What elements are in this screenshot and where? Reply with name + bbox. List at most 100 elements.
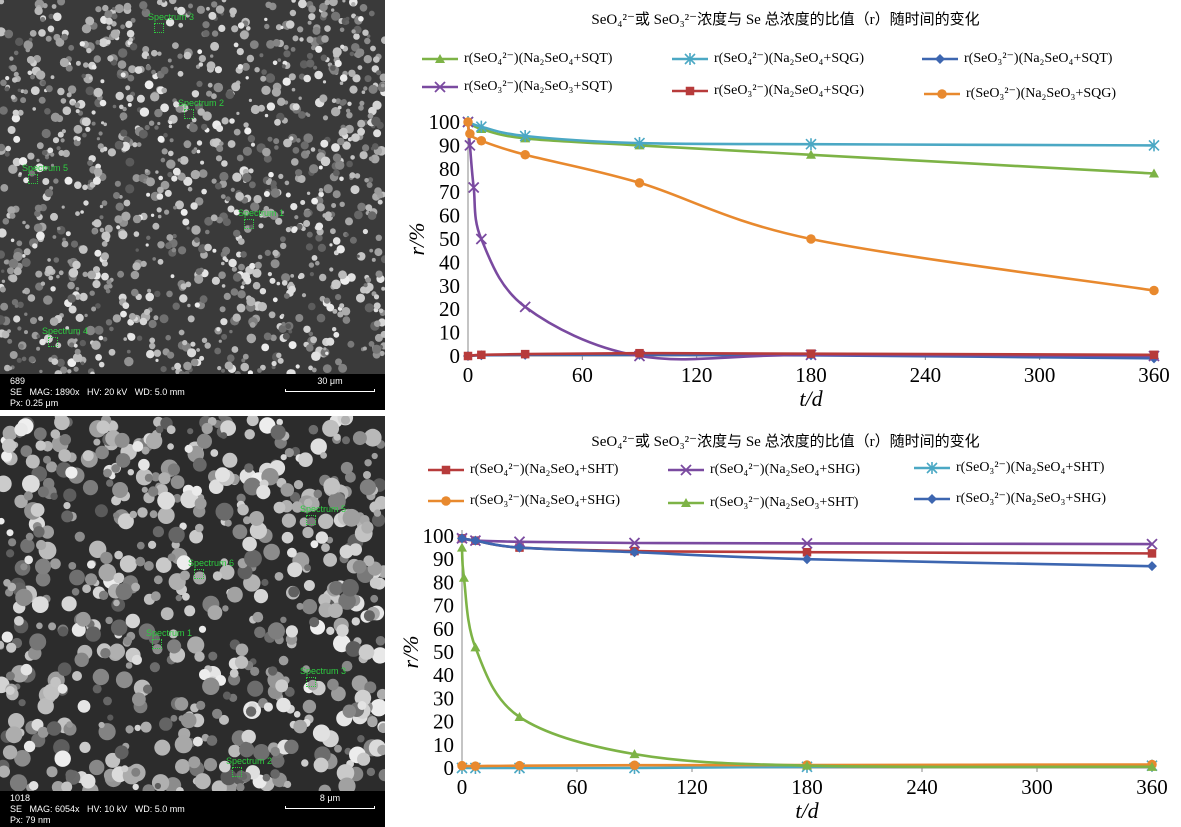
sem-grain bbox=[137, 507, 148, 518]
sem-grain bbox=[288, 73, 296, 81]
sem-grain bbox=[35, 571, 51, 587]
sem-grain bbox=[242, 173, 252, 183]
sem-grain bbox=[222, 605, 229, 612]
sem-grain bbox=[366, 182, 373, 188]
sem-grain bbox=[39, 369, 43, 374]
sem-grain bbox=[339, 127, 348, 136]
sem-grain bbox=[31, 596, 49, 613]
sem-grain bbox=[67, 369, 72, 374]
sem-grain bbox=[166, 159, 176, 169]
sem-grain bbox=[158, 175, 163, 181]
sem-grain bbox=[161, 148, 168, 155]
sem-grain bbox=[301, 759, 309, 767]
data-point bbox=[801, 537, 813, 550]
sem-grain bbox=[129, 510, 138, 519]
sem-grain bbox=[194, 302, 200, 308]
sem-grain bbox=[157, 135, 165, 143]
sem-grain bbox=[229, 329, 233, 334]
sem-grain bbox=[315, 531, 329, 544]
sem-grain bbox=[109, 643, 125, 660]
sem-grain bbox=[92, 176, 101, 185]
sem-grain bbox=[285, 323, 292, 330]
sem-pixel-size: Px: 79 nm bbox=[10, 815, 51, 825]
sem-grain bbox=[128, 37, 134, 43]
sem-grain bbox=[27, 152, 35, 160]
sem-info-bar: 689 SE MAG: 1890x HV: 20 kV WD: 5.0 mm P… bbox=[0, 374, 385, 410]
sem-grain bbox=[111, 619, 128, 636]
sem-grain bbox=[123, 2, 132, 11]
sem-grain bbox=[3, 259, 9, 265]
sem-grain bbox=[106, 279, 112, 285]
sem-grain bbox=[280, 454, 287, 461]
sem-grain bbox=[375, 636, 385, 646]
sem-grain bbox=[110, 59, 117, 66]
sem-grain bbox=[64, 176, 73, 185]
sem-grain bbox=[98, 563, 117, 582]
sem-grain bbox=[248, 98, 252, 102]
sem-grain bbox=[82, 132, 87, 138]
sem-grain bbox=[216, 145, 224, 152]
sem-grain bbox=[336, 624, 349, 637]
sem-grain bbox=[284, 180, 290, 186]
spectrum-marker: Spectrum 1 bbox=[238, 208, 284, 229]
sem-grain bbox=[63, 502, 71, 510]
sem-grain bbox=[308, 331, 314, 337]
sem-grain bbox=[13, 315, 21, 323]
sem-grain bbox=[10, 238, 15, 243]
sem-grain bbox=[380, 255, 385, 264]
sem-grain bbox=[115, 91, 124, 101]
sem-grain bbox=[194, 274, 204, 284]
sem-grain bbox=[370, 699, 385, 717]
sem-grain bbox=[349, 236, 357, 244]
sem-grain bbox=[320, 54, 328, 62]
sem-grain bbox=[315, 222, 324, 231]
sem-grain bbox=[362, 228, 368, 235]
sem-grain bbox=[373, 56, 380, 63]
sem-grain bbox=[267, 622, 285, 640]
sem-grain bbox=[111, 13, 118, 20]
sem-grain bbox=[298, 452, 313, 467]
sem-grain bbox=[363, 428, 382, 447]
sem-grain bbox=[371, 647, 385, 664]
sem-grain bbox=[54, 750, 71, 767]
sem-grain bbox=[341, 307, 351, 316]
sem-grain bbox=[101, 200, 108, 206]
sem-grain bbox=[363, 610, 375, 622]
sem-grain bbox=[336, 245, 345, 254]
sem-grain bbox=[94, 249, 102, 257]
sem-grain bbox=[245, 76, 249, 80]
sem-grain bbox=[148, 540, 157, 549]
sem-grain bbox=[136, 541, 145, 550]
sem-grain bbox=[146, 55, 151, 60]
sem-grain bbox=[218, 339, 222, 343]
sem-grain bbox=[167, 58, 172, 63]
sem-grain bbox=[117, 513, 134, 530]
sem-grain bbox=[357, 127, 365, 136]
sem-grain bbox=[199, 295, 208, 304]
sem-grain bbox=[65, 64, 73, 72]
sem-grain bbox=[292, 35, 299, 42]
sem-grain bbox=[0, 475, 12, 493]
sem-grain bbox=[188, 3, 193, 9]
sem-grain bbox=[202, 21, 210, 29]
sem-grain bbox=[264, 17, 268, 22]
sem-grain bbox=[306, 344, 314, 352]
sem-grain bbox=[126, 349, 131, 354]
sem-grain bbox=[331, 11, 341, 21]
sem-grain bbox=[204, 342, 211, 349]
sem-grain bbox=[326, 337, 335, 346]
sem-grain bbox=[376, 70, 382, 76]
sem-grain bbox=[241, 358, 246, 363]
sem-grain bbox=[179, 294, 188, 303]
sem-grain bbox=[41, 149, 48, 156]
sem-grain bbox=[60, 138, 65, 143]
sem-grain bbox=[68, 562, 77, 570]
sem-grain bbox=[236, 303, 246, 313]
sem-grain bbox=[361, 521, 374, 534]
sem-grain bbox=[249, 522, 267, 540]
sem-grain bbox=[82, 450, 94, 462]
data-point bbox=[520, 349, 530, 359]
sem-grain bbox=[240, 251, 247, 258]
sem-grain bbox=[63, 488, 77, 502]
sem-grain bbox=[334, 59, 342, 68]
